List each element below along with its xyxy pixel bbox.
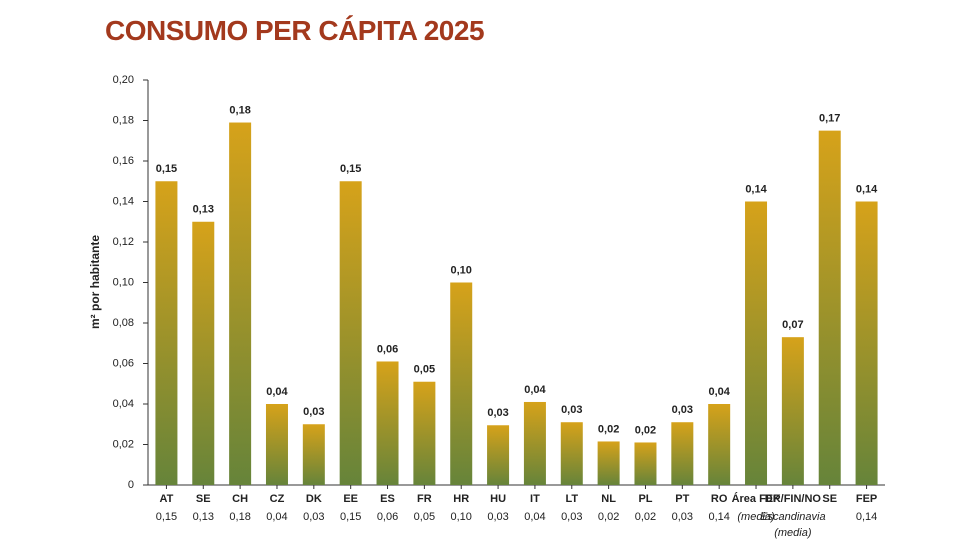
x-tick-label: PT [675, 493, 689, 505]
y-tick-label: 0,14 [113, 195, 134, 207]
x-sublabel: (media) [737, 511, 775, 523]
bar [487, 425, 510, 485]
value-label: 0,03 [487, 407, 508, 419]
value-label: 0,06 [377, 343, 398, 355]
x-tick-label: PL [638, 493, 652, 505]
y-tick-label: 0,06 [113, 357, 134, 369]
bar [671, 422, 694, 485]
x-sublabel: 0,03 [561, 511, 582, 523]
y-tick-label: 0 [128, 479, 134, 491]
bar [781, 337, 804, 485]
x-tick-label: DK/FIN/NO [765, 493, 822, 505]
x-sublabel: Escandinavia [760, 511, 825, 523]
y-axis-label: m² por habitante [88, 235, 102, 329]
y-tick-label: 0,20 [113, 74, 134, 86]
bar [597, 441, 620, 485]
x-tick-label: LT [565, 493, 578, 505]
value-label: 0,05 [414, 364, 435, 376]
x-tick-label: AT [159, 493, 173, 505]
value-label: 0,07 [782, 319, 803, 331]
x-tick-label: NL [601, 493, 616, 505]
bar [155, 181, 178, 485]
x-sublabel: 0,06 [377, 511, 398, 523]
x-tick-label: HR [453, 493, 469, 505]
x-tick-label: SE [196, 493, 211, 505]
x-sublabel: 0,05 [414, 511, 435, 523]
x-tick-label: HU [490, 493, 506, 505]
value-label: 0,03 [561, 404, 582, 416]
x-sublabel: 0,15 [156, 511, 177, 523]
bar [523, 401, 546, 485]
bar [745, 201, 768, 485]
x-sublabel: 0,03 [303, 511, 324, 523]
x-sublabel: 0,02 [635, 511, 656, 523]
value-label: 0,03 [672, 404, 693, 416]
bar [229, 122, 252, 486]
value-label: 0,15 [156, 163, 177, 175]
bar [265, 404, 288, 485]
bar [450, 282, 473, 485]
bar [192, 221, 215, 485]
y-tick-label: 0,04 [113, 398, 134, 410]
x-tick-label: FR [417, 493, 432, 505]
value-label: 0,02 [598, 423, 619, 435]
bar [376, 361, 399, 485]
x-sublabel: 0,14 [856, 511, 877, 523]
x-sublabel: 0,18 [229, 511, 250, 523]
bar [634, 442, 657, 485]
x-sublabel: 0,13 [193, 511, 214, 523]
bar [855, 201, 878, 485]
x-tick-label: Área FEP [732, 492, 781, 505]
bar [818, 130, 841, 485]
x-sublabel: 0,14 [708, 511, 729, 523]
x-sublabel: (media) [774, 527, 812, 539]
value-label: 0,10 [451, 264, 472, 276]
value-label: 0,13 [193, 204, 214, 216]
chart-title: CONSUMO PER CÁPITA 2025 [105, 15, 484, 46]
x-tick-label: CH [232, 493, 248, 505]
y-tick-label: 0,18 [113, 114, 134, 126]
x-sublabel: 0,03 [672, 511, 693, 523]
value-label: 0,14 [745, 183, 767, 195]
x-tick-label: IT [530, 493, 540, 505]
value-label: 0,03 [303, 406, 324, 418]
value-label: 0,18 [229, 104, 250, 116]
x-tick-label: CZ [270, 493, 285, 505]
value-label: 0,15 [340, 163, 361, 175]
x-tick-label: RO [711, 493, 728, 505]
x-sublabel: 0,04 [266, 511, 287, 523]
y-tick-label: 0,12 [113, 236, 134, 248]
x-tick-label: ES [380, 493, 395, 505]
x-tick-label: EE [343, 493, 358, 505]
value-label: 0,14 [856, 183, 878, 195]
value-label: 0,04 [266, 386, 288, 398]
y-tick-label: 0,16 [113, 155, 134, 167]
x-tick-label: FEP [856, 493, 877, 505]
bar [302, 424, 325, 485]
x-sublabel: 0,04 [524, 511, 545, 523]
bar [413, 381, 436, 485]
value-label: 0,04 [708, 386, 730, 398]
y-tick-label: 0,02 [113, 438, 134, 450]
value-label: 0,04 [524, 384, 546, 396]
bar [339, 181, 362, 485]
value-label: 0,02 [635, 424, 656, 436]
bar [708, 404, 731, 485]
y-tick-label: 0,10 [113, 276, 134, 288]
x-tick-label: DK [306, 493, 322, 505]
x-tick-label: SE [822, 493, 837, 505]
bar [560, 422, 583, 485]
x-sublabel: 0,03 [487, 511, 508, 523]
value-label: 0,17 [819, 113, 840, 125]
x-sublabel: 0,10 [451, 511, 472, 523]
x-sublabel: 0,15 [340, 511, 361, 523]
x-sublabel: 0,02 [598, 511, 619, 523]
y-tick-label: 0,08 [113, 317, 134, 329]
